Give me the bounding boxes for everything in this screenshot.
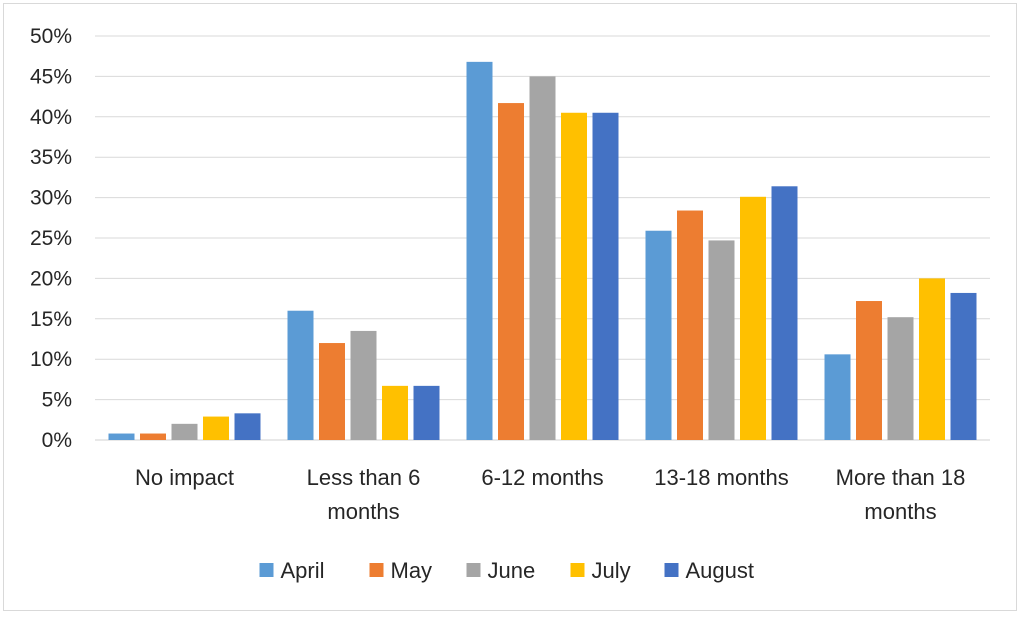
legend-label: August bbox=[686, 558, 755, 583]
legend: April May June July August bbox=[259, 558, 755, 583]
y-tick-label: 10% bbox=[30, 348, 72, 371]
y-tick-label: 50% bbox=[30, 25, 72, 48]
y-axis: 0% 5% 10% 15% 20% 25% 30% 35% 40% 45% 50% bbox=[30, 25, 72, 452]
bar-june-2 bbox=[529, 76, 556, 441]
bar-april-1 bbox=[287, 310, 314, 440]
y-tick-label: 40% bbox=[30, 106, 72, 129]
bar-june-4 bbox=[887, 317, 914, 440]
bar-may-3 bbox=[677, 210, 703, 440]
bar-april-3 bbox=[645, 230, 672, 440]
bar-july-1 bbox=[382, 385, 408, 440]
legend-item-july: July bbox=[570, 558, 631, 583]
legend-label: June bbox=[488, 558, 536, 583]
bar-april-0 bbox=[108, 433, 135, 440]
x-category-label: More than 18 months bbox=[836, 465, 966, 524]
bar-may-1 bbox=[319, 343, 345, 440]
legend-label: April bbox=[281, 558, 325, 583]
bar-may-2 bbox=[498, 103, 524, 441]
legend-item-april: April bbox=[259, 558, 325, 583]
legend-label: July bbox=[592, 558, 631, 583]
y-tick-label: 5% bbox=[42, 389, 72, 412]
bar-may-4 bbox=[856, 301, 882, 440]
x-category-label: Less than 6 months bbox=[307, 465, 421, 524]
legend-item-august: August bbox=[664, 558, 755, 583]
bar-august-2 bbox=[592, 112, 619, 440]
bar-august-0 bbox=[234, 413, 261, 440]
bar-august-4 bbox=[950, 292, 977, 440]
legend-label: May bbox=[391, 558, 433, 583]
y-tick-label: 0% bbox=[42, 429, 72, 452]
bar-april-2 bbox=[466, 61, 493, 441]
x-category-label: No impact bbox=[135, 465, 234, 490]
bars bbox=[108, 61, 977, 441]
y-tick-label: 35% bbox=[30, 146, 72, 169]
x-category-label: 6-12 months bbox=[481, 465, 603, 490]
bar-july-3 bbox=[740, 196, 766, 440]
x-axis: No impact Less than 6 months 6-12 months 13-… bbox=[135, 465, 965, 524]
x-category-label: 13-18 months bbox=[654, 465, 789, 490]
legend-swatch bbox=[466, 563, 481, 577]
y-tick-label: 15% bbox=[30, 308, 72, 331]
legend-swatch bbox=[570, 563, 585, 577]
bar-june-1 bbox=[350, 330, 377, 440]
bar-august-1 bbox=[413, 385, 440, 440]
legend-item-may: May bbox=[369, 558, 433, 583]
y-tick-label: 30% bbox=[30, 187, 72, 210]
legend-item-june: June bbox=[466, 558, 536, 583]
y-tick-label: 20% bbox=[30, 267, 72, 290]
bar-june-3 bbox=[708, 240, 735, 440]
bar-july-4 bbox=[919, 278, 945, 440]
legend-swatch bbox=[369, 563, 384, 577]
legend-swatch bbox=[259, 563, 274, 577]
y-tick-label: 45% bbox=[30, 65, 72, 88]
bar-april-4 bbox=[824, 354, 851, 440]
bar-july-2 bbox=[561, 112, 587, 440]
bar-july-0 bbox=[203, 416, 229, 440]
bar-august-3 bbox=[771, 186, 798, 440]
bar-may-0 bbox=[140, 433, 166, 440]
y-tick-label: 25% bbox=[30, 227, 72, 250]
legend-swatch bbox=[664, 563, 679, 577]
bar-june-0 bbox=[171, 423, 198, 440]
